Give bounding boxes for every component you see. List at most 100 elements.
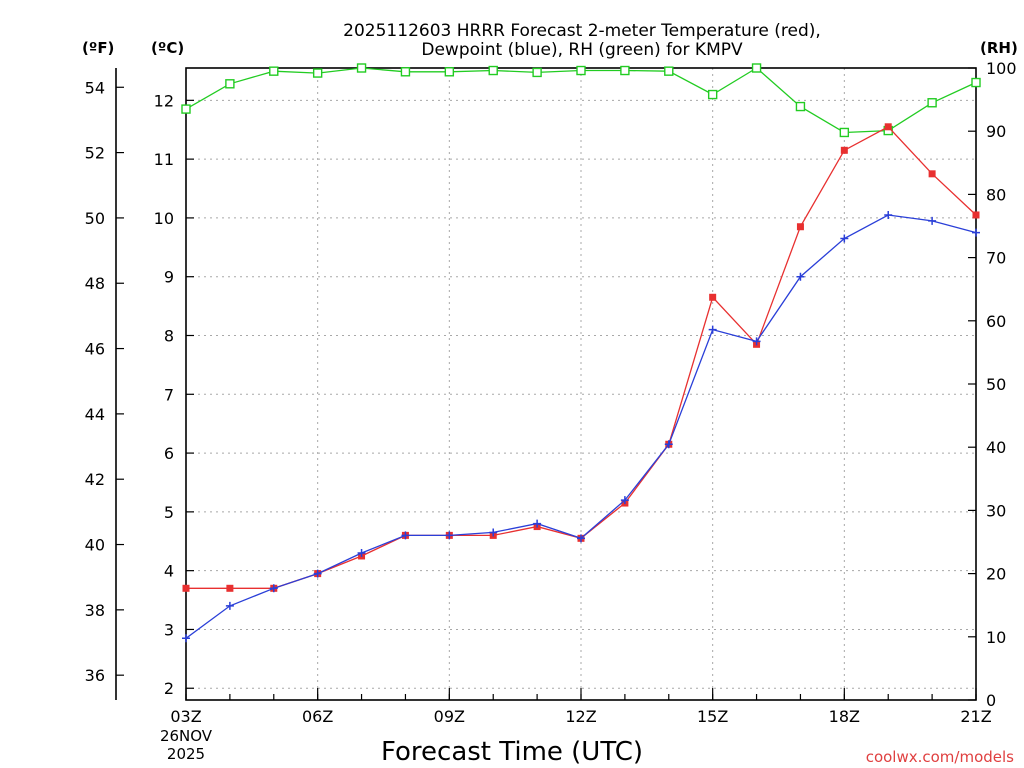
- time-tick-label: 03Z: [170, 707, 201, 726]
- dewpoint-point: [752, 337, 761, 346]
- rh-tick-label: 70: [986, 249, 1006, 268]
- chart-title-line-2: Dewpoint (blue), RH (green) for KMPV: [421, 40, 743, 60]
- celsius-tick-label: 3: [164, 620, 174, 639]
- dewpoint-point: [225, 601, 234, 610]
- fahrenheit-tick-label: 50: [85, 209, 105, 228]
- rh-axis: 0 10 20 30 40 50 60 70 80 90 100: [968, 59, 1017, 710]
- fahrenheit-tick-label: 48: [85, 274, 105, 293]
- dewpoint-point: [313, 569, 322, 578]
- dewpoint-point: [357, 549, 366, 558]
- time-tick-label: 09Z: [434, 707, 465, 726]
- rh-tick-label: 100: [986, 59, 1017, 78]
- rh-tick-label: 50: [986, 375, 1006, 394]
- rh-point: [356, 63, 367, 73]
- dewpoint-point: [840, 234, 849, 243]
- rh-tick-label: 0: [986, 691, 996, 710]
- rh-point: [400, 67, 411, 77]
- rh-point: [488, 65, 498, 76]
- series-layer: [181, 63, 981, 643]
- dewpoint-point: [708, 325, 717, 334]
- time-axis: 03Z 06Z 09Z 12Z 15Z 18Z 21Z: [170, 688, 992, 726]
- rh-tick-label: 40: [986, 438, 1006, 457]
- watermark: coolwx.com/models: [866, 748, 1014, 766]
- celsius-tick-label: 4: [164, 562, 174, 581]
- rh-point: [795, 101, 806, 112]
- temperature-point: [972, 211, 980, 219]
- celsius-tick-label: 11: [154, 150, 174, 169]
- rh-tick-label: 30: [986, 501, 1006, 520]
- unit-label-fahrenheit: (ºF): [82, 39, 114, 57]
- rh-tick-label: 80: [986, 185, 1006, 204]
- dewpoint-point: [884, 210, 893, 219]
- celsius-tick-label: 2: [164, 679, 174, 698]
- temperature-point: [928, 170, 936, 178]
- dewpoint-point: [620, 496, 629, 505]
- celsius-tick-label: 5: [164, 503, 174, 522]
- dewpoint-point: [401, 531, 410, 540]
- dewpoint-point: [664, 440, 673, 449]
- date-label-day: 26NOV: [160, 727, 213, 745]
- rh-tick-label: 60: [986, 312, 1006, 331]
- rh-tick-label: 90: [986, 122, 1006, 141]
- temperature-point: [840, 146, 848, 154]
- dewpoint-point: [269, 584, 278, 593]
- rh-tick-label: 20: [986, 565, 1006, 584]
- time-tick-label: 18Z: [829, 707, 860, 726]
- celsius-tick-label: 8: [164, 326, 174, 345]
- unit-label-celsius: (ºC): [151, 39, 184, 57]
- unit-label-rh: (RH): [980, 39, 1018, 57]
- dewpoint-point: [577, 534, 585, 543]
- dewpoint-point: [533, 519, 542, 528]
- time-tick-label: 21Z: [960, 707, 991, 726]
- dewpoint-point: [972, 228, 980, 237]
- grid-lines: [186, 68, 976, 700]
- date-label-year: 2025: [167, 745, 205, 763]
- time-tick-label: 15Z: [697, 707, 728, 726]
- fahrenheit-tick-label: 54: [85, 78, 105, 97]
- rh-point: [312, 68, 323, 78]
- rh-point: [444, 67, 455, 77]
- fahrenheit-tick-label: 36: [85, 666, 105, 685]
- x-axis-title: Forecast Time (UTC): [381, 737, 643, 767]
- time-tick-label: 06Z: [302, 707, 333, 726]
- fahrenheit-tick-label: 38: [85, 601, 105, 620]
- rh-point: [927, 98, 937, 108]
- dewpoint-point: [928, 216, 937, 225]
- celsius-axis: 2 3 4 5 6 7 8 9 10 11 12: [154, 91, 194, 698]
- rh-point: [181, 104, 191, 114]
- dewpoint-point: [445, 531, 454, 540]
- rh-point: [751, 63, 762, 73]
- plot-frame: [185, 67, 977, 701]
- celsius-tick-label: 12: [154, 91, 174, 110]
- celsius-tick-label: 7: [164, 385, 174, 404]
- series-rh: [181, 63, 981, 138]
- fahrenheit-tick-label: 42: [85, 470, 105, 489]
- series-dewpoint: [182, 210, 980, 643]
- rh-point: [707, 89, 718, 100]
- temperature-point: [182, 584, 190, 592]
- dewpoint-point: [489, 528, 498, 537]
- dewpoint-point: [182, 634, 190, 643]
- time-tick-label: 12Z: [565, 707, 596, 726]
- fahrenheit-tick-label: 44: [85, 405, 105, 424]
- chart-title-line-1: 2025112603 HRRR Forecast 2-meter Tempera…: [343, 21, 821, 41]
- celsius-tick-label: 6: [164, 444, 174, 463]
- temperature-point: [226, 584, 234, 592]
- rh-point: [576, 65, 586, 76]
- rh-point: [225, 79, 235, 89]
- temperature-point: [884, 123, 892, 131]
- rh-tick-label: 10: [986, 628, 1006, 647]
- fahrenheit-tick-label: 46: [85, 340, 105, 359]
- fahrenheit-tick-label: 52: [85, 144, 105, 163]
- rh-point: [532, 67, 542, 78]
- temperature-point: [709, 293, 717, 301]
- rh-point: [620, 65, 630, 76]
- rh-point: [971, 77, 981, 88]
- rh-point: [269, 66, 279, 76]
- fahrenheit-axis: 36 38 40 42 44 46 48 50 52 54: [85, 78, 124, 685]
- rh-point: [839, 127, 850, 138]
- dewpoint-point: [796, 272, 805, 281]
- celsius-tick-label: 9: [164, 268, 174, 287]
- temperature-point: [796, 223, 804, 231]
